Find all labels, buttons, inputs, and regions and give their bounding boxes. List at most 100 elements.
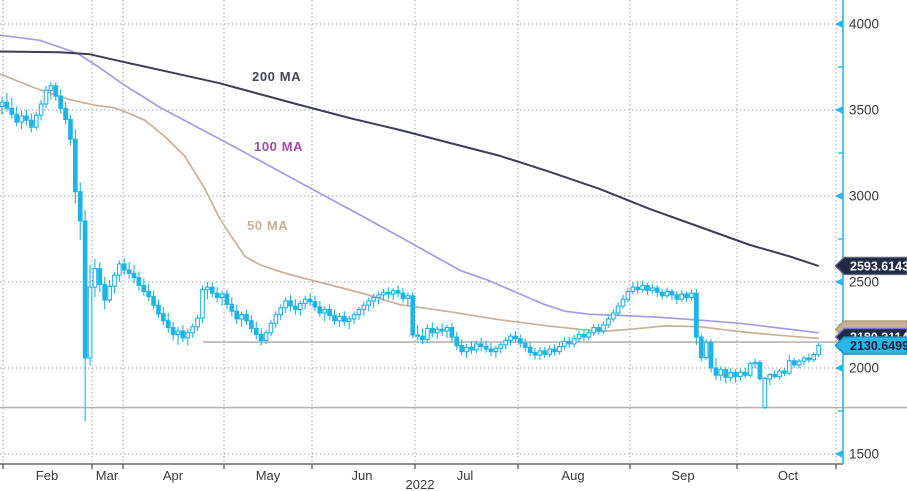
candle-body: [356, 308, 362, 316]
candle-body: [151, 296, 156, 306]
candle: [478, 337, 484, 351]
candle-body: [557, 345, 562, 353]
candle: [9, 97, 15, 119]
candle-body: [219, 293, 225, 299]
candle: [249, 315, 254, 333]
ma50-label: 50 MA: [247, 218, 288, 233]
candle: [698, 334, 704, 362]
candle-body: [195, 317, 200, 328]
candle-body: [263, 332, 269, 342]
candle: [669, 288, 675, 301]
candle-body: [679, 293, 685, 300]
candle-body: [547, 348, 553, 355]
candle-body: [366, 300, 372, 306]
candle: [811, 352, 817, 362]
candle: [674, 290, 680, 305]
candle-body: [601, 324, 606, 332]
candle-body: [249, 320, 254, 329]
month-label: Jul: [457, 468, 474, 483]
candle-body: [698, 336, 704, 359]
candle: [547, 345, 553, 358]
candle-body: [532, 351, 538, 356]
candle-body: [97, 268, 103, 285]
candle-body: [19, 115, 24, 123]
candle-body: [117, 263, 122, 276]
candle: [635, 281, 641, 294]
candle-body: [214, 292, 220, 299]
candle: [517, 334, 523, 348]
candle-body: [703, 341, 709, 359]
candle: [459, 339, 465, 356]
candle-body: [170, 327, 176, 336]
candle-body: [14, 113, 20, 123]
candle: [258, 328, 264, 346]
candle: [488, 343, 494, 356]
candle: [425, 324, 430, 344]
ma100-line: [0, 34, 819, 334]
candle-body: [48, 85, 54, 91]
candle: [205, 282, 210, 300]
candle-body: [131, 272, 137, 279]
candle: [385, 287, 391, 300]
candle: [229, 297, 235, 317]
month-label: Feb: [36, 468, 58, 483]
candle: [464, 343, 469, 358]
candle-body: [258, 333, 264, 342]
candle-body: [351, 314, 357, 320]
candle: [508, 333, 513, 346]
candle-body: [444, 327, 450, 332]
candle: [268, 319, 274, 337]
candle-body: [200, 289, 205, 319]
candle-body: [762, 377, 768, 409]
ma100-label: 100 MA: [254, 139, 303, 154]
candle-body: [307, 298, 313, 303]
candle-body: [38, 103, 44, 116]
candle: [796, 359, 802, 369]
candle: [297, 300, 303, 316]
candle: [278, 304, 284, 320]
candle: [82, 209, 88, 422]
candle-body: [796, 360, 802, 366]
candle: [434, 325, 440, 339]
candle-body: [669, 290, 675, 296]
candle-body: [777, 370, 782, 378]
candle-body: [733, 371, 738, 378]
candle: [782, 367, 787, 377]
candle-body: [4, 101, 10, 109]
candle: [361, 301, 367, 316]
candle-body: [552, 348, 557, 353]
candle: [28, 113, 34, 133]
candle-body: [180, 330, 186, 339]
candle: [786, 354, 792, 376]
candle: [601, 321, 606, 334]
candle-body: [400, 292, 406, 299]
candle: [513, 331, 518, 343]
candle: [537, 347, 543, 361]
candle-body: [493, 347, 499, 353]
candle-body: [82, 220, 88, 359]
candle: [195, 314, 200, 332]
candle: [341, 311, 347, 326]
candle: [542, 346, 548, 359]
candle: [253, 321, 259, 340]
ma50-line: [0, 73, 819, 340]
price-tag-shape: [834, 336, 907, 355]
candle-body: [175, 330, 181, 336]
candle-body: [625, 290, 631, 300]
candle: [4, 92, 10, 112]
candle: [405, 292, 411, 307]
ma200-label: 200 MA: [252, 69, 301, 84]
candle: [606, 315, 611, 329]
candle-body: [332, 314, 337, 322]
candle: [151, 290, 156, 310]
candle: [170, 321, 176, 341]
candle-body: [209, 286, 215, 294]
candle-body: [112, 274, 117, 287]
candle: [263, 330, 269, 344]
candle-body: [517, 338, 523, 344]
candle: [654, 285, 660, 298]
candle-body: [376, 294, 381, 299]
candle-body: [410, 295, 416, 336]
candle-body: [747, 363, 753, 376]
